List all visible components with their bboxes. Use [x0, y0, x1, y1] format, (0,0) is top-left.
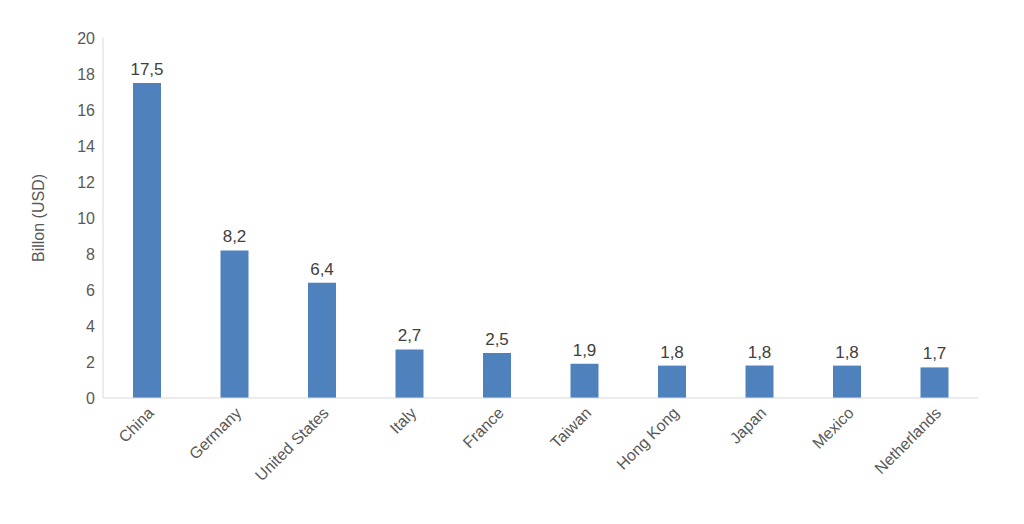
svg-text:United States: United States — [252, 404, 332, 484]
svg-text:10: 10 — [77, 210, 95, 227]
svg-text:6: 6 — [86, 282, 95, 299]
svg-text:16: 16 — [77, 102, 95, 119]
svg-text:14: 14 — [77, 138, 95, 155]
svg-text:2,7: 2,7 — [398, 326, 422, 345]
svg-text:Netherlands: Netherlands — [871, 404, 944, 477]
svg-text:2: 2 — [86, 354, 95, 371]
svg-text:China: China — [115, 404, 157, 446]
svg-text:1,8: 1,8 — [748, 343, 772, 362]
svg-text:0: 0 — [86, 390, 95, 407]
svg-text:8: 8 — [86, 246, 95, 263]
svg-text:2,5: 2,5 — [485, 330, 509, 349]
svg-text:Mexico: Mexico — [809, 404, 857, 452]
svg-text:Japan: Japan — [727, 404, 770, 447]
svg-text:Taiwan: Taiwan — [547, 404, 594, 451]
svg-text:20: 20 — [77, 30, 95, 47]
svg-text:12: 12 — [77, 174, 95, 191]
svg-text:18: 18 — [77, 66, 95, 83]
svg-text:6,4: 6,4 — [310, 260, 334, 279]
svg-text:Billon (USD): Billon (USD) — [30, 174, 47, 262]
svg-text:17,5: 17,5 — [130, 60, 163, 79]
svg-text:4: 4 — [86, 318, 95, 335]
svg-text:1,7: 1,7 — [923, 344, 947, 363]
svg-text:Germany: Germany — [186, 404, 245, 463]
svg-text:Italy: Italy — [387, 404, 420, 437]
svg-text:France: France — [460, 404, 507, 451]
svg-text:1,9: 1,9 — [573, 341, 597, 360]
svg-text:8,2: 8,2 — [223, 227, 247, 246]
svg-text:Hong Kong: Hong Kong — [613, 404, 682, 473]
svg-text:1,8: 1,8 — [660, 343, 684, 362]
svg-text:1,8: 1,8 — [835, 343, 859, 362]
